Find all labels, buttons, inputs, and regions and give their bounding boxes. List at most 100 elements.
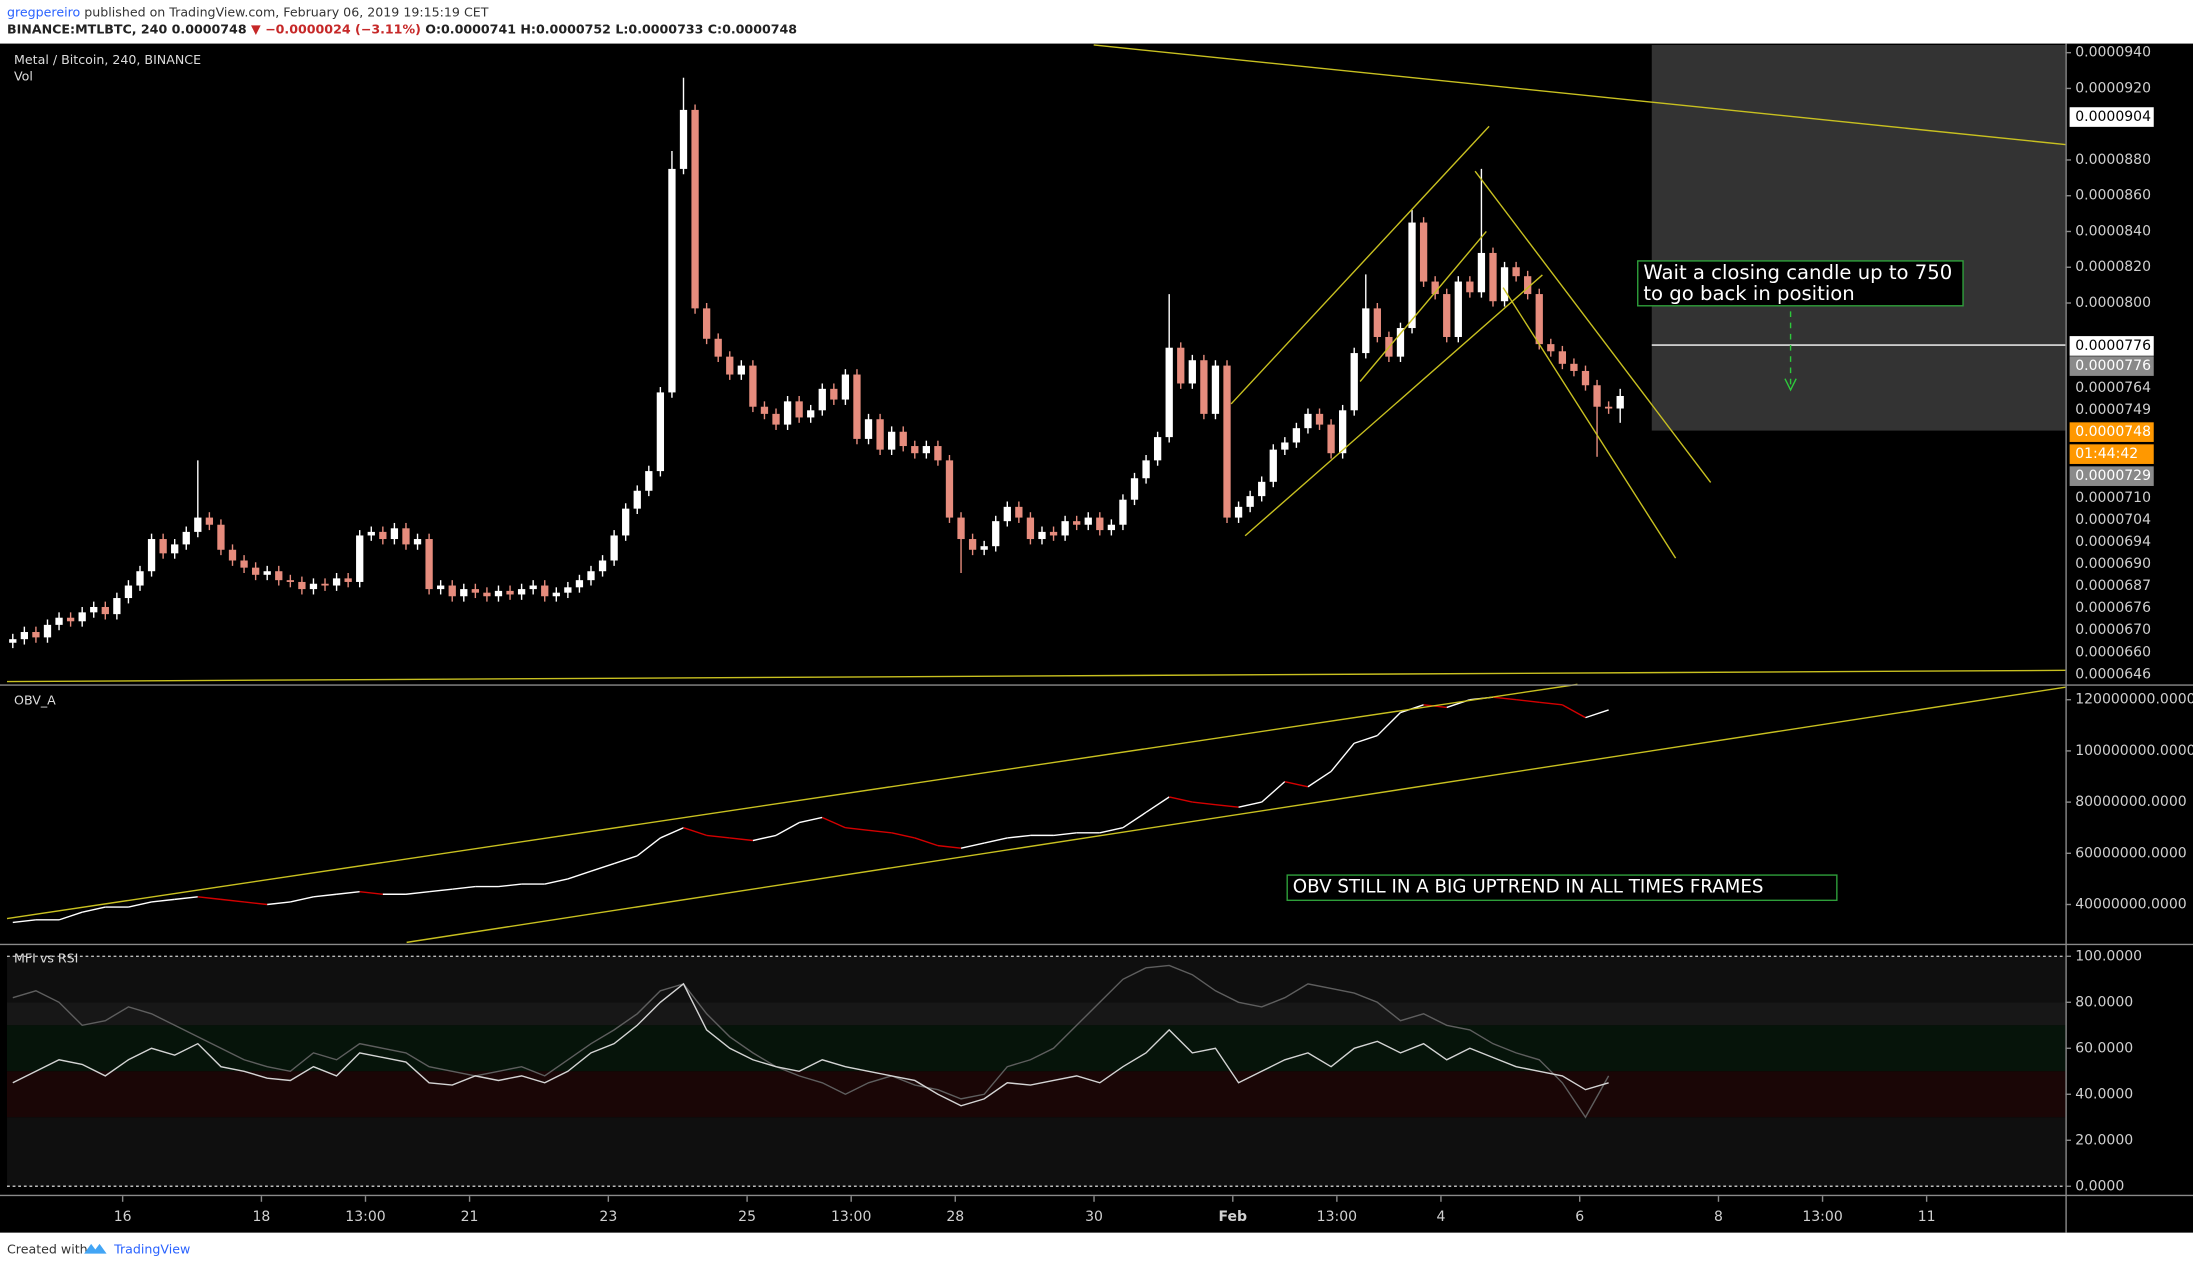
line-segment <box>336 891 360 895</box>
candle-body <box>483 592 491 597</box>
candle-body <box>760 406 769 414</box>
axis-label: 0.0000776 <box>2075 358 2151 374</box>
candle-body <box>656 392 665 472</box>
candle-body <box>807 410 815 418</box>
line-segment <box>1238 801 1262 808</box>
candle-body <box>367 531 375 536</box>
pane-title: Metal / Bitcoin, 240, BINANCE <box>14 52 201 67</box>
candle-body <box>1281 442 1289 450</box>
symbol: BINANCE:MTLBTC, 240 <box>7 21 167 36</box>
footer-brand[interactable]: TradingView <box>113 1241 190 1256</box>
line-segment <box>729 837 753 842</box>
line-segment <box>891 832 915 839</box>
line-segment <box>752 834 777 842</box>
price: 0.0000748 <box>172 21 247 36</box>
candle-body <box>321 583 329 586</box>
line-segment <box>821 816 846 829</box>
candle-body <box>1524 276 1532 295</box>
candle-body <box>1153 437 1162 461</box>
axis-label: 0.0000704 <box>2075 512 2151 528</box>
line-segment <box>290 896 314 903</box>
candle-body <box>1061 521 1069 536</box>
x-tick-label: 23 <box>599 1209 617 1225</box>
candle-body <box>1049 531 1058 536</box>
y-tick-label: 0.0000840 <box>2075 223 2151 239</box>
line-segment <box>1376 712 1401 737</box>
candle-body <box>1188 360 1196 384</box>
band <box>7 1025 2066 1072</box>
candle-body <box>517 589 526 595</box>
trendline <box>1244 274 1543 537</box>
y-tick-label: 0.0000920 <box>2075 80 2151 96</box>
y-tick-label: 80000000.0000 <box>2075 794 2186 810</box>
line-segment <box>868 829 892 834</box>
y-tick-label: 100000000.0000 <box>2075 743 2193 759</box>
candle-body <box>66 617 75 622</box>
candle-body <box>1026 517 1035 540</box>
candle-body <box>726 356 734 375</box>
candle-body <box>1454 281 1462 337</box>
author[interactable]: gregpereiro <box>7 4 81 19</box>
y-tick-label: 0.0000880 <box>2075 152 2151 168</box>
line-segment <box>613 855 638 865</box>
axis-label: 0.0000764 <box>2075 380 2151 396</box>
axis-label: 0.0000670 <box>2075 622 2151 638</box>
line-segment <box>58 911 83 921</box>
candle-body <box>1558 351 1567 364</box>
candle-body <box>101 606 109 615</box>
axis-label: 0.0000690 <box>2075 556 2151 572</box>
line-segment <box>1099 827 1124 834</box>
candle-body <box>795 401 803 418</box>
candle-body <box>541 585 549 597</box>
candle-body <box>1396 328 1405 357</box>
line-segment <box>405 891 430 895</box>
line-segment <box>359 891 383 895</box>
line <box>12 964 1610 1119</box>
background-layer <box>7 44 2066 1187</box>
line-segment <box>243 901 268 906</box>
line-segment <box>567 870 592 880</box>
band <box>7 956 2066 1003</box>
y-tick-label: 20.0000 <box>2075 1132 2133 1148</box>
candle-body <box>263 571 271 575</box>
x-tick-label: 28 <box>946 1209 964 1225</box>
candle-body <box>1512 267 1520 277</box>
axis-label: 0.0000729 <box>2075 468 2151 484</box>
line-segment <box>220 898 245 903</box>
x-tick-label: 30 <box>1085 1209 1103 1225</box>
candle-body <box>564 587 572 593</box>
axis-label: 0.0000676 <box>2075 600 2151 616</box>
line-segment <box>267 901 291 906</box>
line-segment <box>1516 699 1540 703</box>
axis-label: 0.0000660 <box>2075 644 2151 660</box>
y-tick-label: 60.0000 <box>2075 1040 2133 1056</box>
axis-label: 0.0000646 <box>2075 666 2151 682</box>
candle-body <box>228 549 237 561</box>
candle-body <box>1535 294 1543 345</box>
candle-body <box>32 632 40 638</box>
y-tick-label: 100.0000 <box>2075 948 2142 964</box>
candle-body <box>1142 460 1150 479</box>
candle-body <box>968 539 977 550</box>
x-tick-label: 8 <box>1714 1209 1723 1225</box>
candle-body <box>113 598 121 615</box>
candle-body <box>309 583 318 590</box>
candle-body <box>841 374 850 400</box>
candle-body <box>1489 252 1497 302</box>
candle-body <box>136 571 144 586</box>
line-segment <box>984 837 1008 844</box>
annotation-text: OBV STILL IN A BIG UPTREND IN ALL TIMES … <box>1293 877 1764 898</box>
candle-body <box>1581 370 1590 386</box>
candle-body <box>286 580 294 582</box>
candle-body <box>529 585 537 590</box>
line-segment <box>1284 780 1309 788</box>
line-segment <box>960 842 985 849</box>
candle-body <box>1304 413 1312 429</box>
change: ▼ −0.0000024 (−3.11%) <box>251 21 421 36</box>
candle-body <box>390 528 399 540</box>
candle-body <box>888 431 896 450</box>
candle-body <box>356 535 364 582</box>
target-zone <box>1651 44 2066 431</box>
candle-body <box>43 624 52 638</box>
